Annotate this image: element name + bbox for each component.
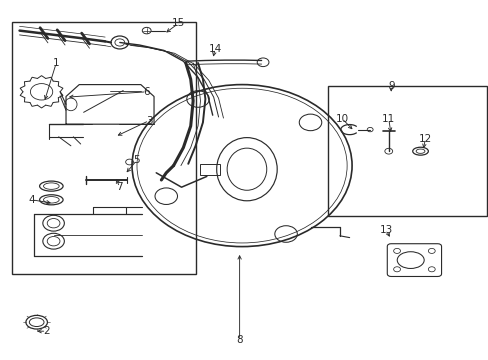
Text: 3: 3 xyxy=(145,116,152,126)
Text: 8: 8 xyxy=(236,335,243,345)
Text: 10: 10 xyxy=(335,114,348,124)
Text: 14: 14 xyxy=(208,44,222,54)
Text: 6: 6 xyxy=(143,87,150,97)
Text: 1: 1 xyxy=(53,58,60,68)
Text: 2: 2 xyxy=(43,326,50,336)
Text: 7: 7 xyxy=(116,182,123,192)
Text: 5: 5 xyxy=(133,155,140,165)
Bar xyxy=(12,22,195,274)
Text: 12: 12 xyxy=(418,134,431,144)
Text: 15: 15 xyxy=(171,18,185,28)
Text: 4: 4 xyxy=(28,195,35,205)
Text: 11: 11 xyxy=(381,114,395,124)
Text: 13: 13 xyxy=(379,225,392,235)
Text: 9: 9 xyxy=(387,81,394,91)
Bar xyxy=(200,164,219,175)
Bar xyxy=(327,86,486,216)
